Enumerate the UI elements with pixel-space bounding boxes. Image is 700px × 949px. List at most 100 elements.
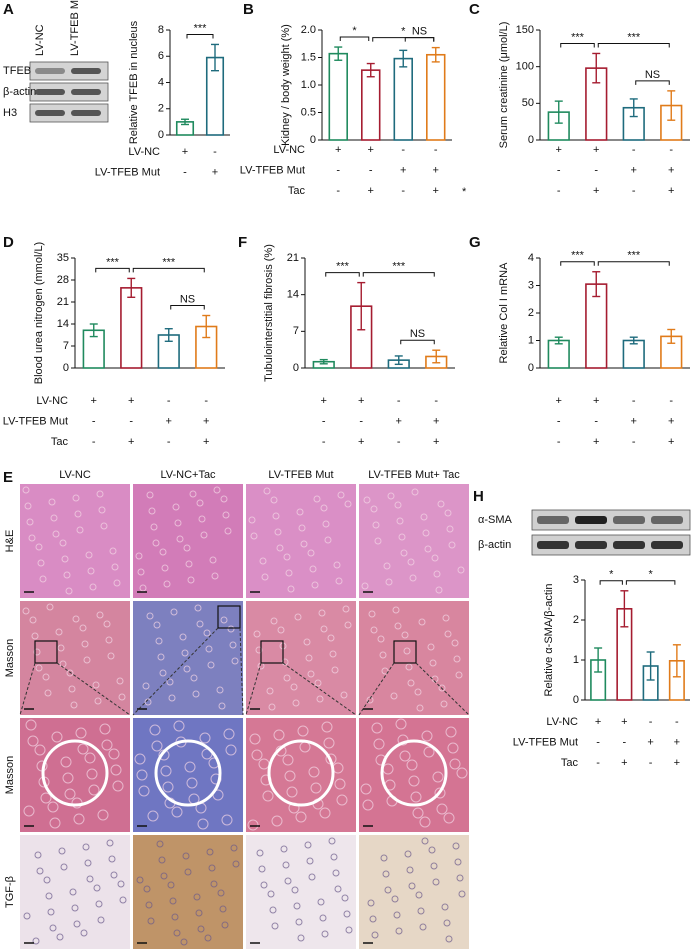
tissue-texture <box>189 490 197 498</box>
row-label: TGF-β <box>4 876 16 908</box>
tissue-texture <box>397 734 409 746</box>
tissue-texture <box>371 722 383 734</box>
significance-bracket <box>635 80 670 85</box>
condition-sign: + <box>595 716 601 728</box>
tissue-texture <box>308 873 316 881</box>
y-tick-label: 3 <box>573 574 579 586</box>
condition-sign: - <box>401 185 405 197</box>
tissue-texture <box>105 636 113 644</box>
tissue-texture <box>34 744 46 756</box>
blot-row-label: H3 <box>3 107 17 119</box>
tissue-texture <box>440 700 448 708</box>
blot-band <box>651 541 683 549</box>
tissue-texture <box>330 853 338 861</box>
tissue-texture <box>31 632 39 640</box>
blot-strip <box>29 82 109 102</box>
tissue-texture <box>424 545 432 553</box>
tissue-texture <box>363 496 371 504</box>
significance-bracket <box>132 267 205 273</box>
tissue-texture <box>216 686 224 694</box>
tissue-texture <box>35 664 43 672</box>
tissue-texture <box>391 895 399 903</box>
y-tick-label: 21 <box>57 296 69 308</box>
significance-bracket <box>560 261 595 266</box>
condition-sign: - <box>649 716 653 728</box>
lane-label: LV-NC <box>34 24 46 56</box>
y-tick-label: 1 <box>528 334 534 346</box>
significance-label: NS <box>412 26 427 38</box>
blot-strip <box>29 103 109 123</box>
tissue-texture <box>218 702 226 710</box>
tissue-texture <box>213 486 221 494</box>
tissue-texture <box>139 584 147 592</box>
tissue-texture <box>197 818 209 830</box>
bar <box>547 339 570 369</box>
tissue-texture <box>52 530 60 538</box>
tissue-texture <box>204 934 212 942</box>
y-tick-label: 7 <box>63 340 69 352</box>
tissue-texture <box>50 514 58 522</box>
tissue-texture <box>230 844 238 852</box>
micrograph <box>20 835 130 949</box>
condition-sign: - <box>204 395 208 407</box>
bar <box>328 52 348 141</box>
tissue-texture <box>75 727 87 739</box>
bar <box>622 339 645 369</box>
condition-sign: - <box>623 736 627 748</box>
tissue-texture <box>80 929 88 937</box>
tissue-texture <box>395 718 407 730</box>
tissue-texture <box>210 880 218 888</box>
y-tick-label: 21 <box>287 252 299 264</box>
tissue-texture <box>156 840 164 848</box>
tissue-texture <box>259 557 267 565</box>
tissue-texture <box>429 659 437 667</box>
column-label: LV-TFEB Mut <box>268 469 333 481</box>
tissue-texture <box>276 544 284 552</box>
condition-sign: + <box>128 436 134 448</box>
tissue-texture <box>56 933 64 941</box>
y-tick-label: 14 <box>287 289 299 301</box>
blot-row-label: β-actin <box>478 539 511 551</box>
tissue-texture <box>155 637 163 645</box>
tissue-texture <box>59 539 67 547</box>
zoom-line <box>132 627 219 716</box>
tissue-texture <box>84 752 96 764</box>
tissue-texture <box>76 526 84 534</box>
tissue-texture <box>161 564 169 572</box>
tissue-texture <box>49 817 61 829</box>
significance-label: * <box>609 569 614 581</box>
tissue-texture <box>410 791 422 803</box>
blot-band <box>537 516 569 524</box>
y-tick-label: 3 <box>528 279 534 291</box>
tissue-texture <box>221 814 233 826</box>
zoom-box <box>217 605 241 629</box>
tissue-texture <box>74 510 82 518</box>
tissue-texture <box>58 847 66 855</box>
tissue-texture <box>49 924 57 932</box>
tissue-texture <box>438 684 446 692</box>
tissue-texture <box>82 843 90 851</box>
tissue-texture <box>187 576 195 584</box>
row-label: Masson <box>4 639 16 678</box>
tissue-texture <box>393 911 401 919</box>
tissue-texture <box>184 761 196 773</box>
tissue-texture <box>436 803 448 815</box>
micrograph <box>359 835 469 949</box>
tissue-texture <box>150 523 158 531</box>
tissue-texture <box>149 724 161 736</box>
tissue-texture <box>24 502 32 510</box>
y-tick-label: 1 <box>573 654 579 666</box>
tissue-texture <box>167 881 175 889</box>
blot-band <box>71 89 101 95</box>
tissue-texture <box>81 640 89 648</box>
tissue-texture <box>101 739 113 751</box>
condition-sign: + <box>400 164 406 176</box>
tissue-texture <box>96 611 104 619</box>
tissue-texture <box>112 780 124 792</box>
y-tick-label: 7 <box>293 325 299 337</box>
tissue-texture <box>310 782 322 794</box>
tissue-texture <box>118 693 126 701</box>
blot-row-label: α-SMA <box>478 514 513 526</box>
condition-sign: - <box>669 144 673 156</box>
micrograph <box>20 718 130 832</box>
